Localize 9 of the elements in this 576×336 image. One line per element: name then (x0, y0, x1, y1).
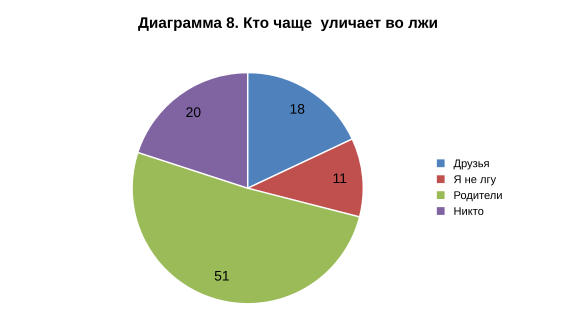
legend-label: Я не лгу (454, 175, 496, 186)
legend-label: Друзья (454, 160, 489, 170)
data-label: 18 (290, 104, 304, 114)
data-label: 20 (186, 107, 201, 118)
legend-label: Никто (454, 207, 484, 216)
legend-label: Родители (454, 191, 502, 202)
data-label: 51 (214, 270, 229, 281)
data-label: 11 (334, 173, 346, 184)
chart-title: Диаграмма 8. Кто чаще уличает во лжи (138, 17, 437, 32)
